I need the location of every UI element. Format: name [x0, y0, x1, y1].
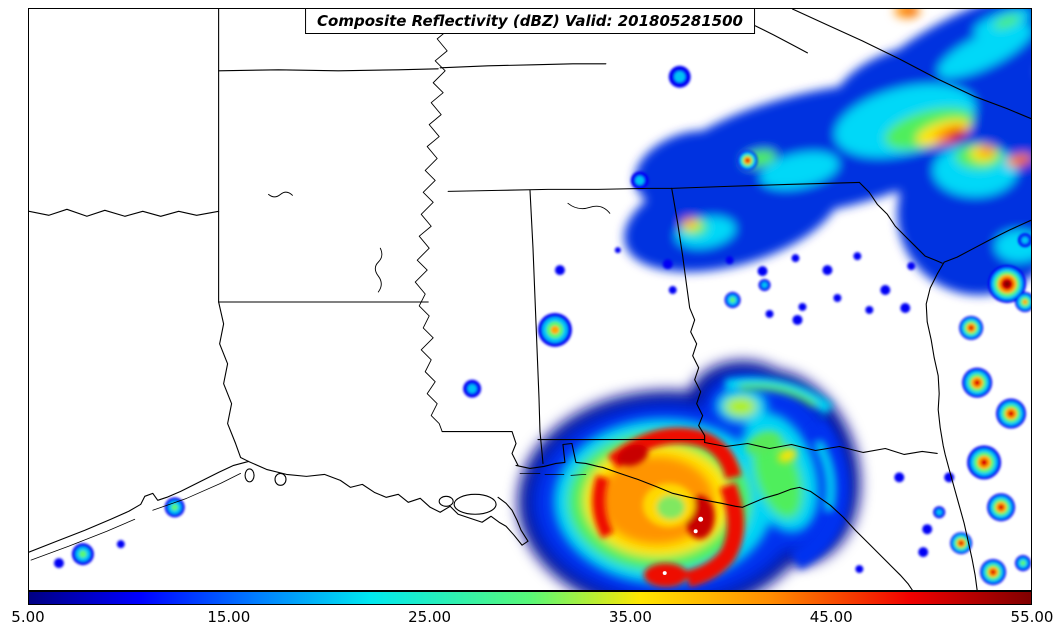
border-ga-sc-savannah	[858, 181, 943, 264]
oklahoma-river-squiggle	[268, 191, 293, 198]
calcasieu-lake	[274, 472, 287, 486]
lake-pontchartrain	[453, 493, 497, 515]
yazoo-river-squiggle	[374, 247, 383, 293]
coast-louisiana	[248, 460, 529, 546]
border-nc-sc	[791, 9, 1031, 120]
map-plot-area	[28, 8, 1032, 591]
colorbar-gradient	[29, 592, 1031, 604]
lake-maurepas	[438, 495, 454, 507]
border-tn-ms-al	[447, 187, 673, 192]
border-la-ms-south	[441, 430, 519, 466]
colorbar-tick-label-35: 35.00	[608, 608, 652, 626]
coast-gulf-barrier-islands	[519, 473, 587, 476]
border-al-ga	[671, 187, 706, 444]
coastlines	[29, 219, 1031, 590]
colorbar-tick-label-5: 5.00	[11, 608, 45, 626]
sabine-lake	[244, 468, 255, 483]
colorbar-tick-label-15: 15.00	[207, 608, 251, 626]
border-mo-ar-ky-tn	[218, 63, 607, 72]
colorbar-tick-label-55: 55.00	[1010, 608, 1054, 626]
radar-echo-shield-carolinas	[624, 9, 1031, 295]
colorbar-tick-label-25: 25.00	[408, 608, 452, 626]
coast-florida-gulf	[602, 466, 913, 590]
radar-map-svg	[29, 9, 1031, 590]
colorbar	[28, 591, 1032, 605]
colorbar-tick-labels: 5.00 15.00 25.00 35.00 45.00 55.00	[11, 608, 1053, 628]
coast-atlantic	[925, 219, 1031, 590]
border-tx-la-sabine	[218, 301, 250, 462]
radar-discrete-cells	[53, 65, 1031, 586]
rivers	[268, 9, 611, 432]
colorbar-tick-label-45: 45.00	[809, 608, 853, 626]
mississippi-river	[414, 9, 450, 432]
plot-title-text: Composite Reflectivity (dBZ) Valid: 2018…	[317, 12, 743, 30]
border-ms-al	[529, 189, 544, 464]
radar-echo-storm-core-bands	[592, 427, 744, 588]
state-borders	[29, 9, 1031, 466]
coast-texas	[29, 460, 250, 553]
coast-texas-barrier-island	[30, 473, 241, 561]
border-red-river	[29, 208, 220, 217]
tennessee-river-squiggle	[567, 202, 611, 214]
plot-title: Composite Reflectivity (dBZ) Valid: 2018…	[305, 8, 755, 34]
border-ga-fl	[704, 441, 938, 456]
border-ga-north	[671, 181, 860, 189]
storm-white-cores	[662, 516, 704, 576]
coast-mississippi-alabama	[515, 442, 604, 469]
